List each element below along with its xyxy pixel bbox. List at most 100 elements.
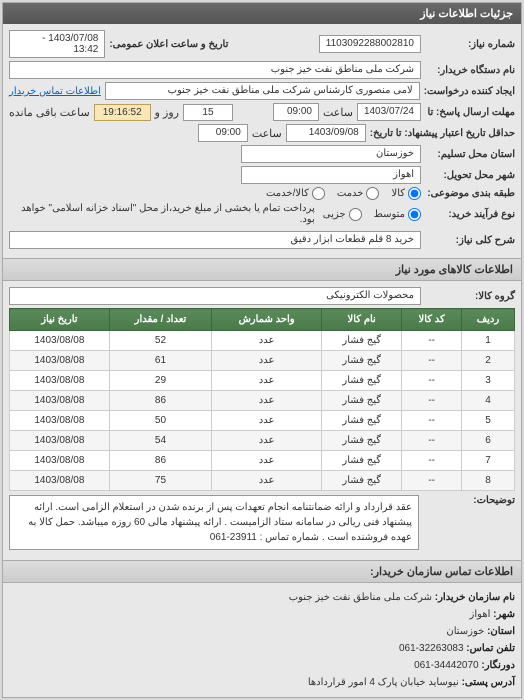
table-header: کد کالا bbox=[402, 309, 462, 331]
table-row: 7--گیج فشارعدد861403/08/08 bbox=[10, 451, 515, 471]
table-row: 1--گیج فشارعدد521403/08/08 bbox=[10, 331, 515, 351]
c-city: اهواز bbox=[470, 609, 491, 620]
days-remaining: 15 bbox=[183, 104, 233, 121]
c-org: شرکت ملی مناطق نفت خیز جنوب bbox=[289, 592, 432, 603]
table-cell: 86 bbox=[109, 451, 211, 471]
table-cell: -- bbox=[402, 331, 462, 351]
table-cell: -- bbox=[402, 451, 462, 471]
req-number-label: شماره نیاز: bbox=[425, 39, 515, 50]
table-cell: 8 bbox=[461, 471, 514, 491]
payment-note: پرداخت تمام یا بخشی از مبلغ خرید،از محل … bbox=[9, 203, 315, 225]
table-cell: گیج فشار bbox=[322, 391, 402, 411]
table-header: تعداد / مقدار bbox=[109, 309, 211, 331]
requester-label: ایجاد کننده درخواست: bbox=[424, 86, 515, 97]
requester-field: لامی منصوری کارشناس شرکت ملی مناطق نفت خ… bbox=[105, 82, 420, 100]
table-cell: گیج فشار bbox=[322, 351, 402, 371]
table-row: 4--گیج فشارعدد861403/08/08 bbox=[10, 391, 515, 411]
table-cell: -- bbox=[402, 391, 462, 411]
table-cell: 1403/08/08 bbox=[10, 371, 110, 391]
table-cell: 29 bbox=[109, 371, 211, 391]
notes-text: عقد قرارداد و ارائه ضمانتنامه انجام تعهد… bbox=[9, 495, 419, 550]
table-cell: عدد bbox=[212, 431, 322, 451]
table-cell: 1403/08/08 bbox=[10, 451, 110, 471]
table-cell: گیج فشار bbox=[322, 471, 402, 491]
table-row: 8--گیج فشارعدد751403/08/08 bbox=[10, 471, 515, 491]
c-postal-label: آدرس پستی: bbox=[462, 677, 515, 688]
table-cell: 1403/08/08 bbox=[10, 471, 110, 491]
announce-label: تاریخ و ساعت اعلان عمومی: bbox=[109, 39, 228, 50]
table-row: 6--گیج فشارعدد541403/08/08 bbox=[10, 431, 515, 451]
table-cell: 1403/08/08 bbox=[10, 331, 110, 351]
table-cell: گیج فشار bbox=[322, 431, 402, 451]
table-cell: 1403/08/08 bbox=[10, 431, 110, 451]
radio-minor[interactable]: جزیی bbox=[323, 208, 362, 221]
table-cell: عدد bbox=[212, 391, 322, 411]
table-cell: 2 bbox=[461, 351, 514, 371]
deadline-time: 09:00 bbox=[273, 103, 319, 121]
buyer-org-field: شرکت ملی مناطق نفت خیز جنوب bbox=[9, 61, 421, 79]
contact-header: اطلاعات تماس سازمان خریدار: bbox=[3, 560, 521, 583]
c-fax-label: دورنگار: bbox=[481, 660, 515, 671]
c-city-label: شهر: bbox=[493, 609, 515, 620]
contact-section: نام سازمان خریدار: شرکت ملی مناطق نفت خی… bbox=[3, 583, 521, 697]
c-phone-label: تلفن تماس: bbox=[466, 643, 515, 654]
req-number-field: 1103092288002810 bbox=[319, 35, 421, 53]
table-cell: -- bbox=[402, 371, 462, 391]
table-cell: عدد bbox=[212, 471, 322, 491]
table-cell: گیج فشار bbox=[322, 331, 402, 351]
need-details-panel: جزئیات اطلاعات نیاز شماره نیاز: 11030922… bbox=[2, 2, 522, 698]
radio-medium[interactable]: متوسط bbox=[374, 208, 421, 221]
table-cell: عدد bbox=[212, 371, 322, 391]
budget-radio-group: کالا خدمت کالا/خدمت bbox=[266, 187, 421, 200]
table-cell: 86 bbox=[109, 391, 211, 411]
table-cell: گیج فشار bbox=[322, 411, 402, 431]
table-cell: گیج فشار bbox=[322, 371, 402, 391]
buyer-org-label: نام دستگاه خریدار: bbox=[425, 65, 515, 76]
deadline-label: مهلت ارسال پاسخ: تا bbox=[425, 107, 515, 118]
table-header: تاریخ نیاز bbox=[10, 309, 110, 331]
table-cell: 75 bbox=[109, 471, 211, 491]
req-title-field: خرید 8 قلم قطعات ابزار دقیق bbox=[9, 231, 421, 249]
form-area: شماره نیاز: 1103092288002810 تاریخ و ساع… bbox=[3, 24, 521, 258]
table-row: 5--گیج فشارعدد501403/08/08 bbox=[10, 411, 515, 431]
contact-link[interactable]: اطلاعات تماس خریدار bbox=[9, 86, 101, 97]
remain-label: ساعت باقی مانده bbox=[9, 106, 90, 119]
deadline-date: 1403/07/24 bbox=[357, 103, 421, 121]
process-radio-group: متوسط جزیی bbox=[323, 208, 421, 221]
table-cell: 50 bbox=[109, 411, 211, 431]
province-field: خوزستان bbox=[241, 145, 421, 163]
table-cell: 1403/08/08 bbox=[10, 351, 110, 371]
c-province-label: استان: bbox=[487, 626, 515, 637]
table-cell: 7 bbox=[461, 451, 514, 471]
validity-time: 09:00 bbox=[198, 124, 248, 142]
table-cell: -- bbox=[402, 411, 462, 431]
radio-both[interactable]: کالا/خدمت bbox=[266, 187, 325, 200]
budget-type-label: طبقه بندی موضوعی: bbox=[425, 188, 515, 199]
countdown-timer: 19:16:52 bbox=[94, 104, 151, 121]
table-cell: 52 bbox=[109, 331, 211, 351]
table-cell: گیج فشار bbox=[322, 451, 402, 471]
c-fax: 34442070-061 bbox=[414, 660, 479, 671]
group-field: محصولات الکترونیکی bbox=[9, 287, 421, 305]
table-cell: 1 bbox=[461, 331, 514, 351]
table-cell: 1403/08/08 bbox=[10, 411, 110, 431]
table-cell: 3 bbox=[461, 371, 514, 391]
city-field: اهواز bbox=[241, 166, 421, 184]
items-section-title: اطلاعات کالاهای مورد نیاز bbox=[3, 258, 521, 281]
table-row: 3--گیج فشارعدد291403/08/08 bbox=[10, 371, 515, 391]
table-cell: 1403/08/08 bbox=[10, 391, 110, 411]
req-title-label: شرح کلی نیاز: bbox=[425, 235, 515, 246]
group-label: گروه کالا: bbox=[425, 291, 515, 302]
radio-service[interactable]: خدمت bbox=[337, 187, 380, 200]
table-cell: -- bbox=[402, 471, 462, 491]
validity-date: 1403/09/08 bbox=[286, 124, 366, 142]
table-cell: عدد bbox=[212, 451, 322, 471]
table-cell: عدد bbox=[212, 331, 322, 351]
items-table: ردیفکد کالانام کالاواحد شمارشتعداد / مقد… bbox=[9, 308, 515, 491]
notes-label: توضیحات: bbox=[425, 495, 515, 506]
radio-goods[interactable]: کالا bbox=[391, 187, 421, 200]
panel-title: جزئیات اطلاعات نیاز bbox=[3, 3, 521, 24]
table-cell: -- bbox=[402, 351, 462, 371]
announce-field: 1403/07/08 - 13:42 bbox=[9, 30, 105, 58]
city-label: شهر محل تحویل: bbox=[425, 170, 515, 181]
